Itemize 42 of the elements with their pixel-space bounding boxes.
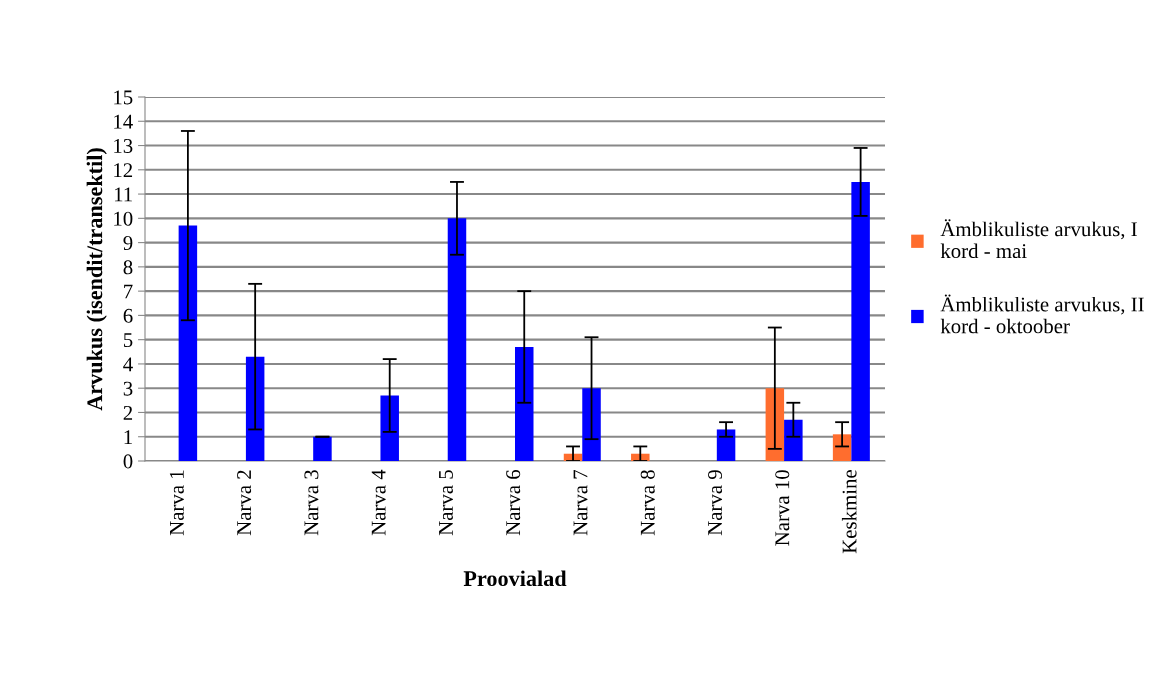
y-tick-label: 0: [123, 454, 133, 469]
x-tick-label: Narva 6: [506, 469, 521, 536]
bar: [716, 429, 736, 461]
bar: [832, 434, 852, 461]
x-tick-label: Narva 2: [237, 470, 252, 536]
y-tick-label: 5: [123, 333, 133, 348]
y-axis-title: Arvukus (isendit/transektil): [86, 148, 107, 411]
x-tick-label: Narva 8: [640, 470, 655, 536]
y-tick-label: 6: [123, 308, 133, 323]
x-tick-label: Narva 1: [169, 470, 184, 536]
bar: [245, 356, 265, 461]
y-tick-label: 15: [114, 90, 133, 105]
x-tick-label: Narva 4: [371, 469, 386, 536]
bar: [851, 181, 870, 461]
bar: [313, 436, 332, 461]
x-tick-label: Narva 10: [775, 470, 790, 546]
x-tick-label: Keskmine: [841, 470, 857, 554]
y-tick-label: 14: [114, 114, 133, 129]
y-tick-label: 7: [124, 284, 133, 299]
y-tick-label: 3: [123, 381, 133, 396]
y-tick-label: 11: [114, 187, 132, 202]
x-tick-label: Narva 9: [708, 470, 723, 536]
x-axis-title: Proovialad: [463, 570, 567, 587]
bar: [515, 346, 534, 461]
legend-label: Ämblikuliste arvukus, II kord - oktoober: [940, 294, 1144, 334]
y-tick-label: 10: [114, 211, 133, 226]
bar: [447, 218, 467, 461]
bar: [178, 225, 198, 461]
y-tick-label: 4: [123, 357, 133, 372]
y-tick-label: 8: [123, 260, 133, 275]
bar: [784, 419, 803, 461]
y-tick-label: 12: [114, 163, 133, 178]
bar: [380, 395, 399, 461]
bar: [582, 388, 601, 461]
y-tick-label: 13: [114, 138, 133, 153]
x-tick-label: Narva 3: [304, 470, 319, 536]
x-tick-label: Narva 5: [439, 470, 453, 536]
y-tick-label: 2: [123, 405, 133, 420]
x-tick-label: Narva 7: [573, 469, 588, 536]
legend-label: Ämblikuliste arvukus, I kord - mai: [940, 219, 1137, 259]
y-tick-label: 9: [123, 236, 133, 251]
y-tick-label: 1: [124, 430, 132, 444]
